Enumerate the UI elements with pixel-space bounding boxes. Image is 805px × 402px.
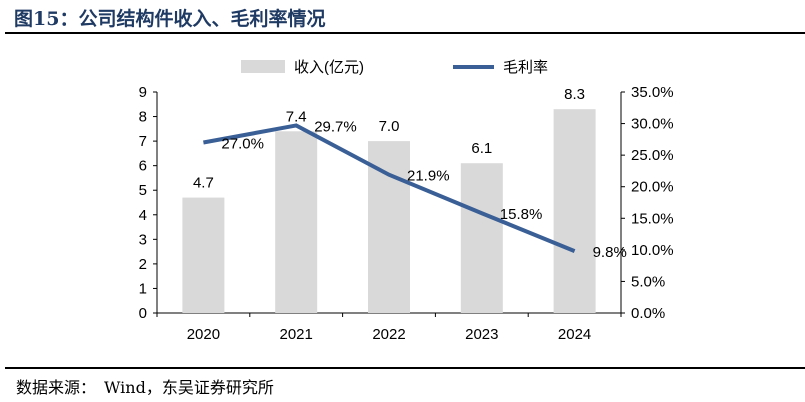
left-tick-label: 7 xyxy=(139,133,147,150)
x-tick-label: 2024 xyxy=(558,326,591,343)
bar-label: 7.4 xyxy=(286,108,307,125)
legend-label-bar: 收入(亿元) xyxy=(294,59,364,76)
bar xyxy=(460,163,503,313)
right-tick-label: 25.0% xyxy=(631,147,674,164)
right-tick-label: 10.0% xyxy=(631,242,674,259)
left-tick-label: 9 xyxy=(139,84,147,101)
line-label: 9.8% xyxy=(593,244,627,261)
bottom-rule xyxy=(5,367,805,369)
legend-label-line: 毛利率 xyxy=(503,59,548,76)
bar-label: 8.3 xyxy=(564,86,585,103)
right-tick-label: 30.0% xyxy=(631,116,674,133)
left-tick-label: 1 xyxy=(139,280,147,297)
right-tick-label: 5.0% xyxy=(631,273,665,290)
line-label: 21.9% xyxy=(407,168,450,185)
left-tick-label: 5 xyxy=(139,182,147,199)
legend-swatch-bar xyxy=(241,60,285,73)
right-tick-label: 0.0% xyxy=(631,305,665,322)
left-tick-label: 2 xyxy=(139,256,147,273)
bar-label: 7.0 xyxy=(379,118,400,135)
x-tick-label: 2023 xyxy=(465,326,498,343)
left-tick-label: 6 xyxy=(139,158,147,175)
bar xyxy=(368,141,410,313)
left-tick-label: 3 xyxy=(139,231,147,248)
left-tick-label: 0 xyxy=(139,305,147,322)
line-label: 15.8% xyxy=(500,206,543,223)
x-tick-label: 2020 xyxy=(187,326,220,343)
bar xyxy=(275,131,318,313)
line-series xyxy=(203,123,576,253)
top-rule xyxy=(5,32,805,34)
bar xyxy=(553,109,596,313)
left-tick-label: 8 xyxy=(139,109,147,126)
figure-title: 图15：公司结构件收入、毛利率情况 xyxy=(14,8,326,30)
right-tick-label: 15.0% xyxy=(631,210,674,227)
x-tick-label: 2022 xyxy=(372,326,405,343)
line-label: 29.7% xyxy=(314,118,357,135)
x-tick-label: 2021 xyxy=(280,326,313,343)
source-note: 数据来源： Wind，东吴证券研究所 xyxy=(16,378,274,397)
bar-label: 4.7 xyxy=(193,175,214,192)
right-tick-label: 20.0% xyxy=(631,179,674,196)
bar-label: 6.1 xyxy=(471,140,492,157)
left-tick-label: 4 xyxy=(139,207,147,224)
line-label: 27.0% xyxy=(221,136,264,153)
right-tick-label: 35.0% xyxy=(631,84,674,101)
bar xyxy=(182,197,225,313)
